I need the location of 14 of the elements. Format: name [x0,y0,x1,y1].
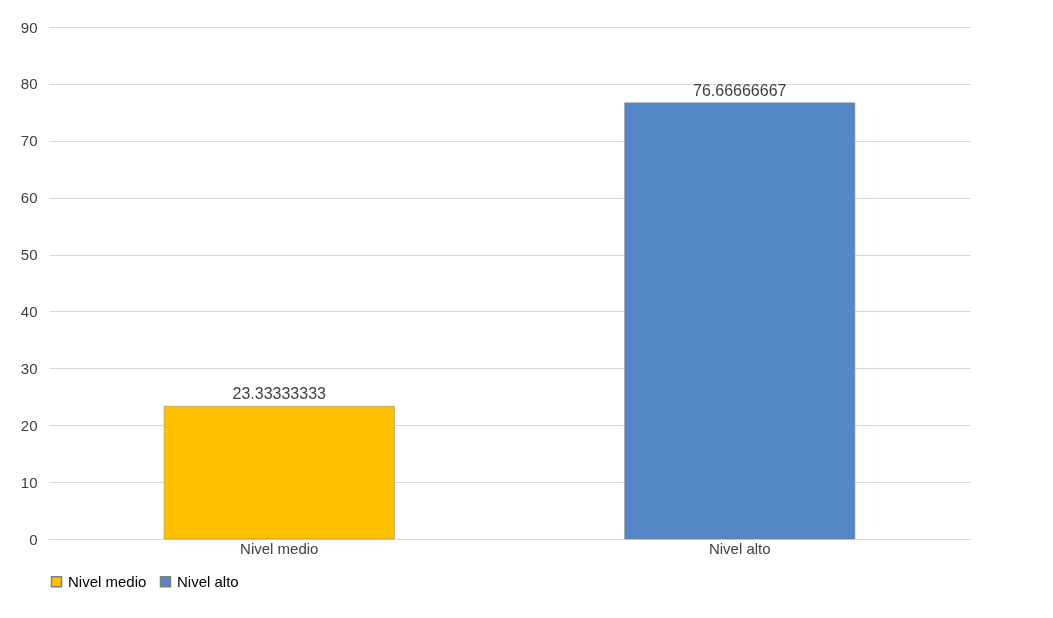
legend-label: Nivel alto [177,572,239,590]
y-tick-label: 70 [20,132,38,150]
y-tick-label: 90 [20,18,38,36]
y-tick-label: 60 [20,189,38,207]
y-tick-label: 50 [20,246,38,264]
y-tick-label: 20 [20,416,38,434]
y-tick-label: 30 [20,359,38,377]
y-tick-label: 40 [20,302,38,320]
y-tick-label: 80 [20,75,38,93]
y-tick-label: 0 [29,530,38,548]
y-tick-label: 10 [20,473,38,491]
data-label: 23.33333333 [232,385,327,403]
data-label: 76.66666667 [693,81,787,99]
legend-label: Nivel medio [68,572,147,590]
